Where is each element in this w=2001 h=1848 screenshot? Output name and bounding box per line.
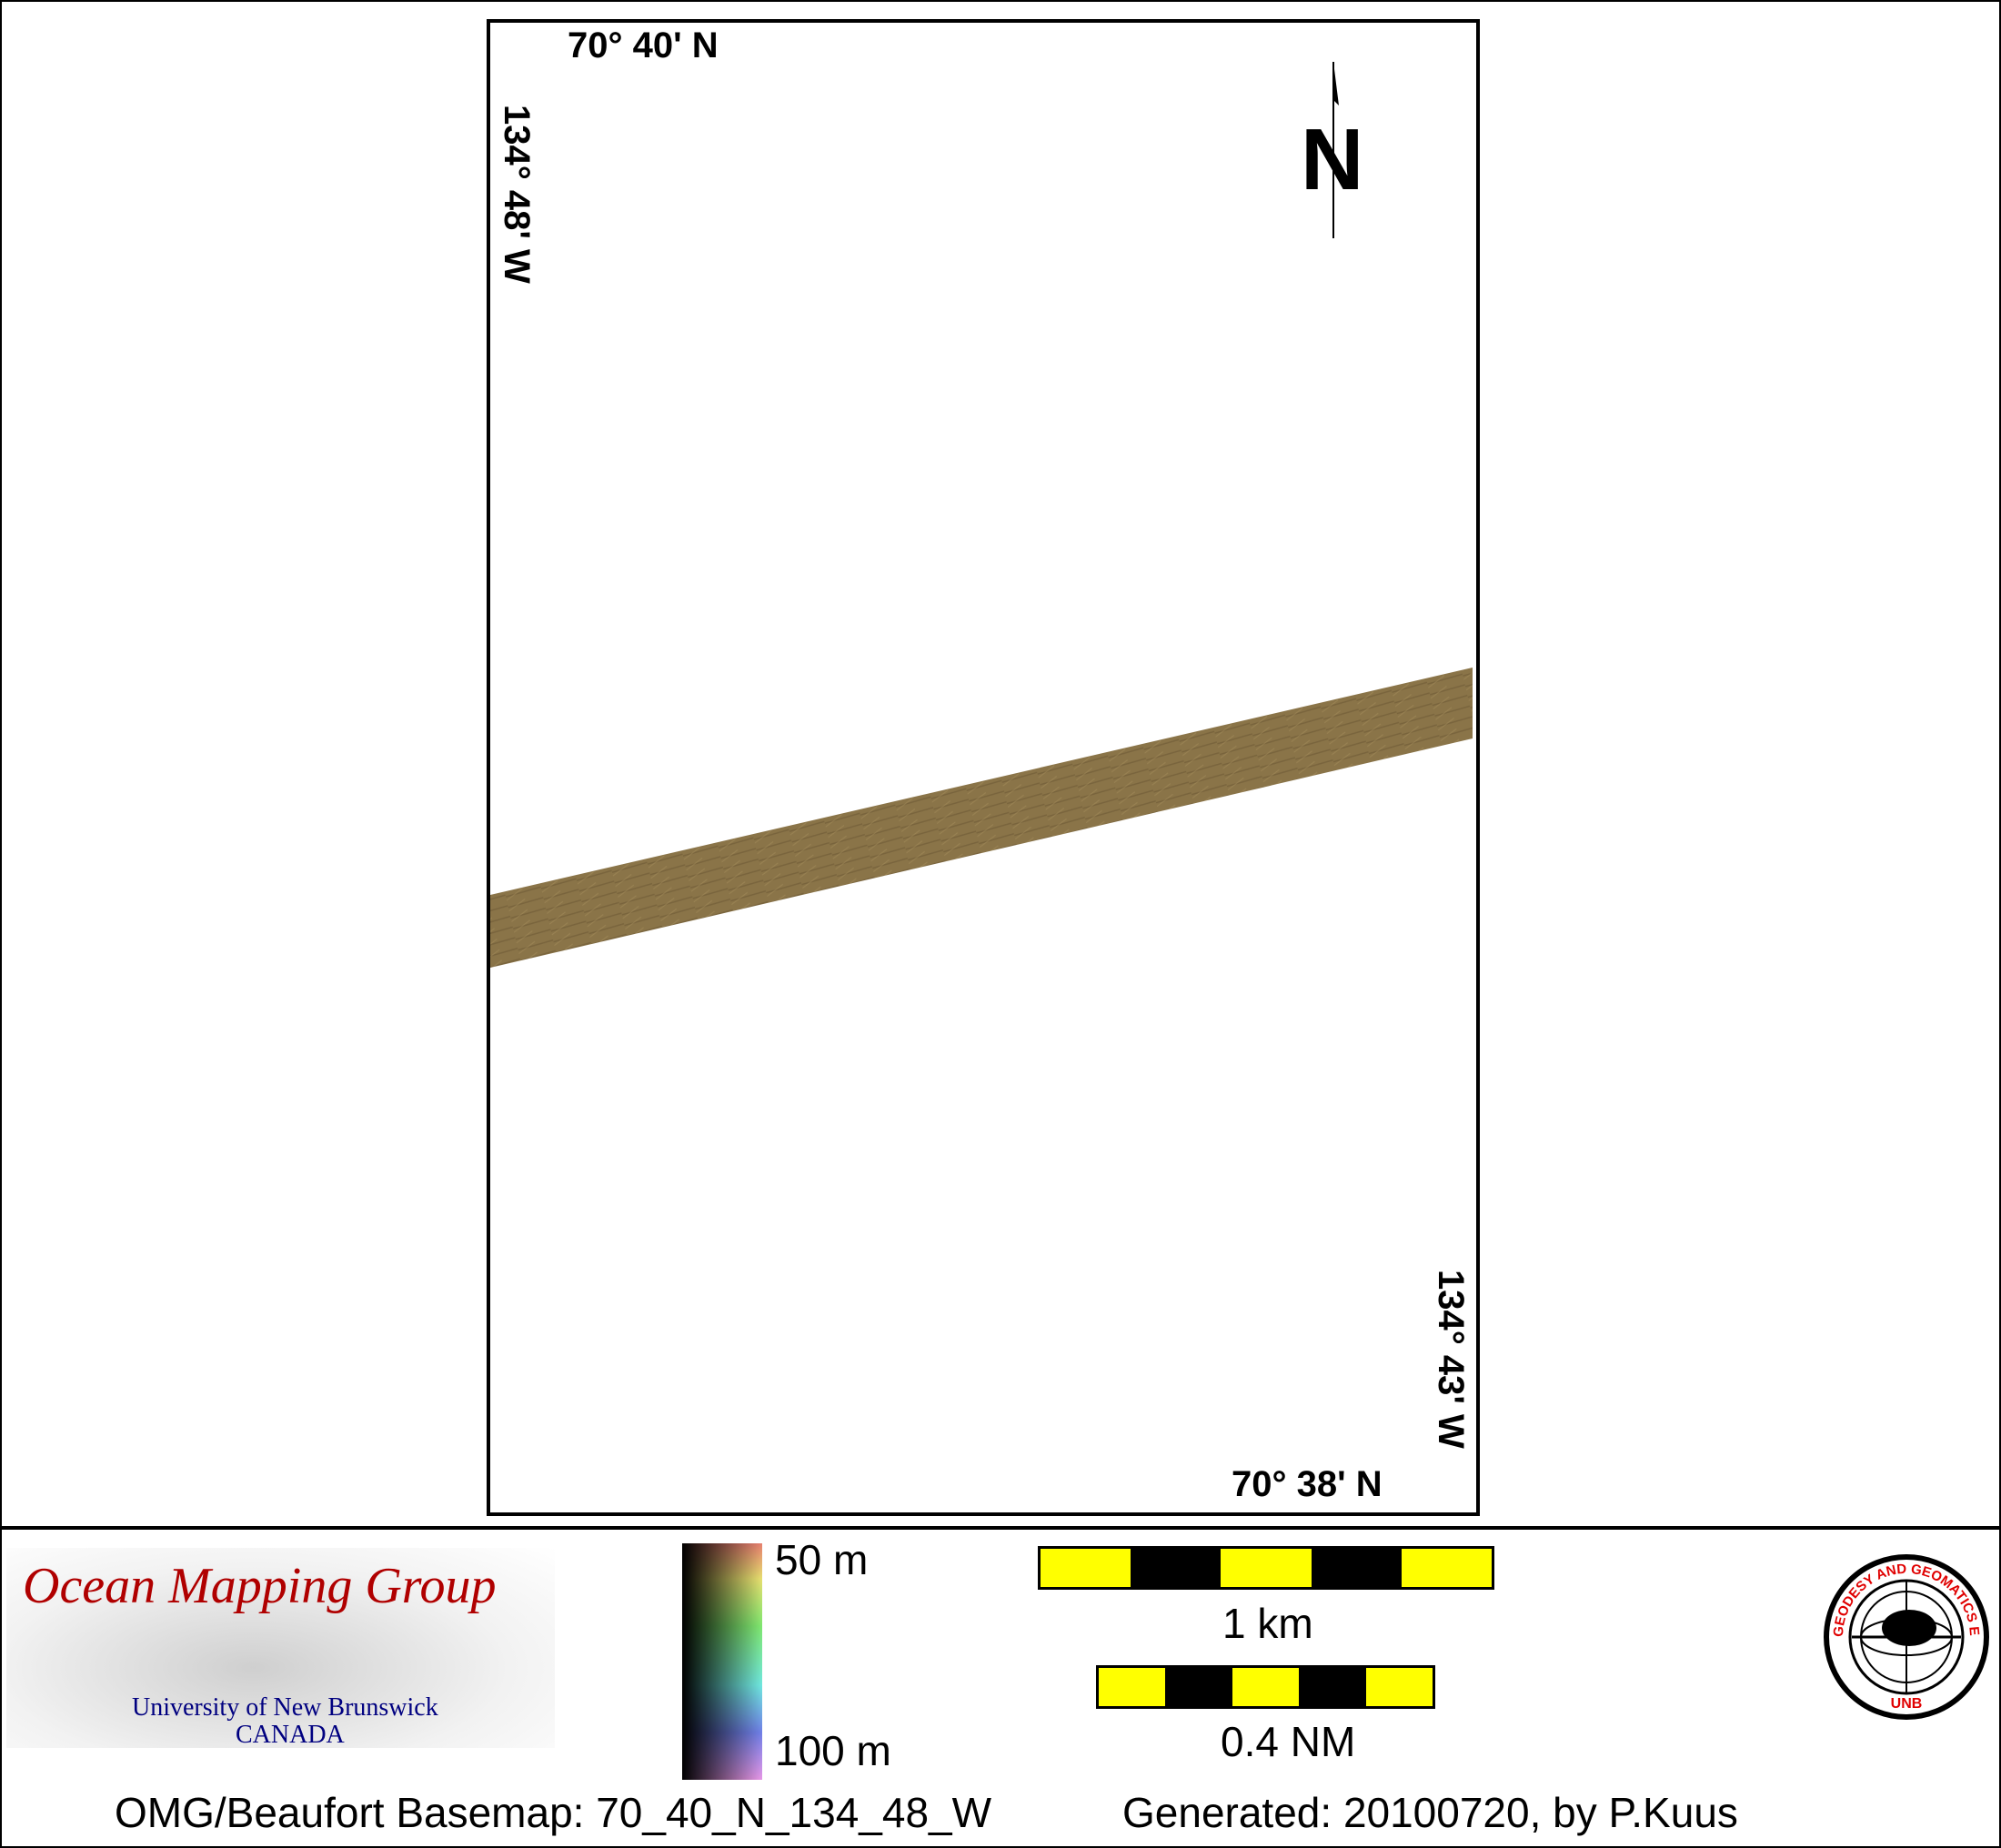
scale-km-label: 1 km	[1222, 1600, 1313, 1647]
swath-polygon	[490, 668, 1473, 968]
north-arrow-icon	[1332, 62, 1339, 238]
depth-max-label: 100 m	[775, 1727, 891, 1774]
map-frame[interactable]	[487, 19, 1480, 1516]
lat-label-top: 70° 40' N	[568, 25, 719, 65]
omg-logo: Ocean Mapping Group University of New Br…	[6, 1548, 555, 1749]
scale-nm-label: 0.4 NM	[1221, 1718, 1356, 1765]
lon-label-left: 134° 48' W	[497, 105, 537, 284]
lon-label-right: 134° 43' W	[1431, 1270, 1471, 1449]
north-label: N	[1301, 111, 1364, 208]
omg-logo-title: Ocean Mapping Group	[23, 1558, 497, 1614]
basemap-caption: OMG/Beaufort Basemap: 70_40_N_134_48_W	[115, 1789, 992, 1836]
generated-caption: Generated: 20100720, by P.Kuus	[1122, 1789, 1738, 1836]
omg-logo-line2: CANADA	[236, 1721, 345, 1749]
depth-min-label: 50 m	[775, 1536, 869, 1583]
seal-bottom-text: UNB	[1891, 1696, 1923, 1712]
footer-divider	[0, 1526, 2001, 1530]
lat-label-bottom: 70° 38' N	[1232, 1464, 1383, 1504]
bathymetry-swath	[490, 668, 1473, 968]
scale-bar-nm	[1096, 1665, 1435, 1709]
unb-seal-logo: GEODESY AND GEOMATICS ENGINEERING UNB	[1823, 1553, 1989, 1720]
scale-bar-km	[1038, 1546, 1494, 1590]
omg-logo-line1: University of New Brunswick	[132, 1693, 438, 1722]
depth-colorbar	[682, 1543, 762, 1780]
